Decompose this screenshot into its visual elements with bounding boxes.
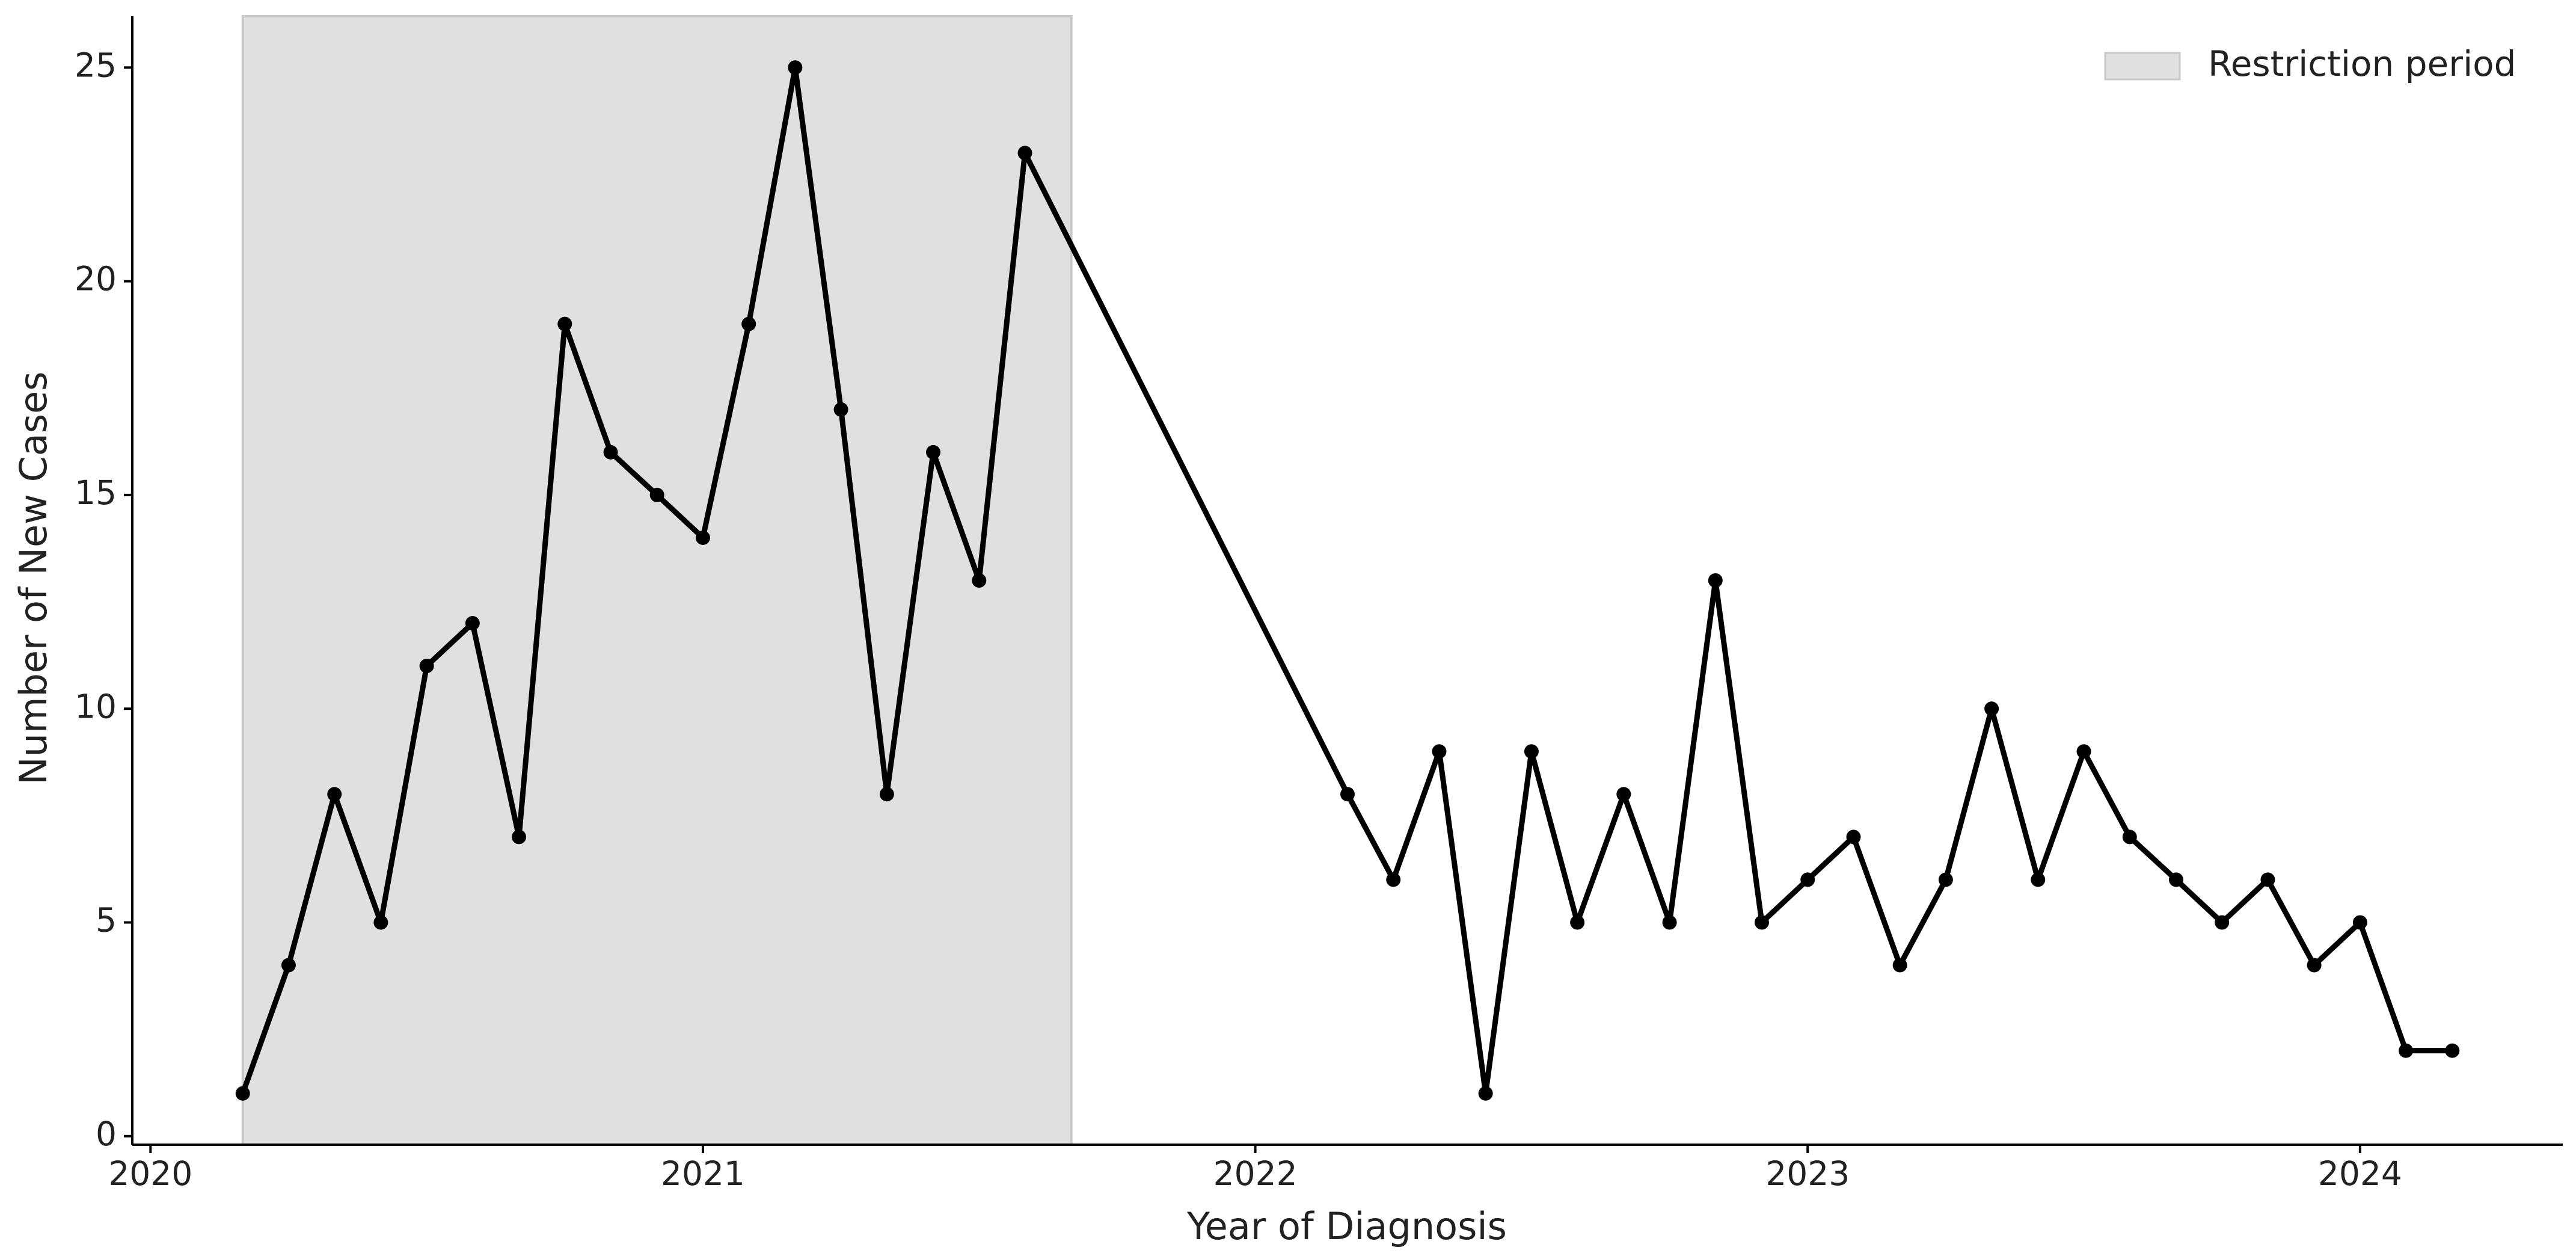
point [512,830,527,845]
point [1386,872,1401,887]
point [235,1086,250,1101]
point [1708,573,1723,588]
point [2352,915,2367,930]
y-tick-label: 0 [96,1115,117,1153]
y-tick-label: 15 [75,473,117,512]
point [1892,958,1907,973]
point [1616,787,1631,802]
point [833,402,848,417]
point [1478,1086,1493,1101]
point [879,787,894,802]
point [373,915,388,930]
point [1662,915,1677,930]
point [1754,915,1769,930]
point [2076,744,2091,759]
point [557,316,572,331]
x-tick-label: 2023 [1765,1154,1850,1193]
x-tick-label: 2022 [1213,1154,1298,1193]
point [2307,958,2322,973]
point [1017,146,1032,161]
legend-label: Restriction period [2208,43,2516,84]
y-tick-label: 25 [75,46,117,84]
point [972,573,987,588]
x-tick-label: 2020 [108,1154,192,1193]
point [649,487,664,502]
point [2215,915,2230,930]
point [603,445,618,460]
point [2260,872,2275,887]
point [2031,872,2046,887]
point [1432,744,1447,759]
point [741,316,756,331]
y-tick-label: 10 [75,687,117,725]
point [1570,915,1585,930]
point [2445,1043,2460,1058]
point [1846,830,1861,845]
legend-swatch [2104,52,2181,81]
point [926,445,941,460]
x-tick-label: 2024 [2318,1154,2402,1193]
point [327,787,342,802]
x-axis-label: Year of Diagnosis [1186,1204,1507,1248]
point [465,616,480,631]
point [281,958,296,973]
point [1340,787,1355,802]
shaded-region [241,15,1073,1146]
point [1938,872,1953,887]
point [419,659,434,674]
point [788,60,803,75]
point [695,530,710,545]
y-tick-label: 20 [75,260,117,298]
point [2399,1043,2414,1058]
point [1800,872,1815,887]
point [1984,701,1999,716]
y-tick-label: 5 [96,901,117,940]
point [2122,830,2137,845]
y-axis-label: Number of New Cases [11,371,55,784]
point [1524,744,1539,759]
point [2168,872,2183,887]
x-tick-label: 2021 [661,1154,745,1193]
